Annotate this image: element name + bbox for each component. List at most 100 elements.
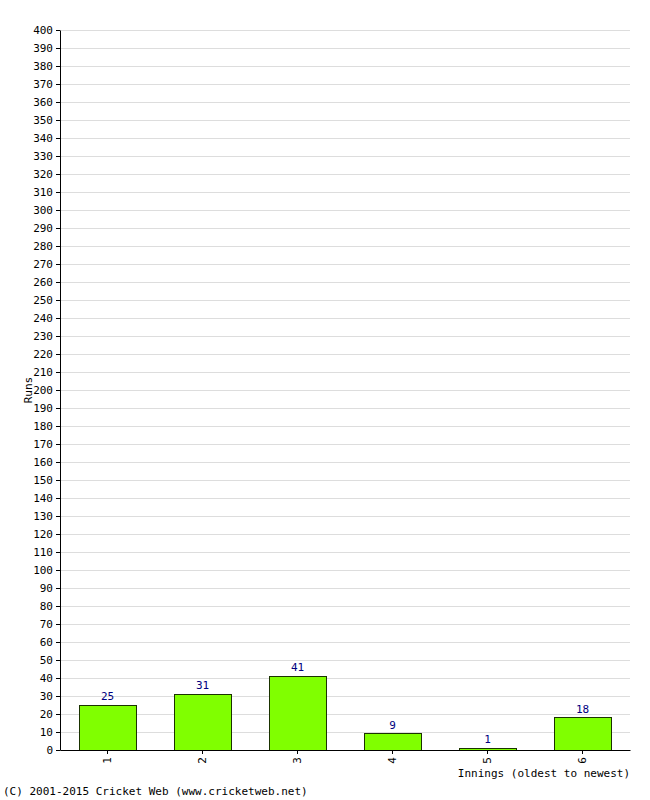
- tick: 230: [33, 330, 60, 343]
- tick-label: 60: [40, 636, 53, 649]
- tick-mark: [56, 552, 60, 553]
- tick-label: 390: [33, 42, 53, 55]
- grid-line: [60, 84, 630, 85]
- tick-mark: [56, 660, 60, 661]
- grid-line: [60, 354, 630, 355]
- tick: 170: [33, 438, 60, 451]
- grid-line: [60, 264, 630, 265]
- tick-label: 40: [40, 672, 53, 685]
- grid-line: [60, 498, 630, 499]
- bars: [79, 676, 611, 750]
- annotation: (C) 2001-2015 Cricket Web (www.cricketwe…: [3, 785, 308, 798]
- tick: 290: [33, 222, 60, 235]
- tick: 40: [40, 672, 60, 685]
- tick: 150: [33, 474, 60, 487]
- grid-line: [60, 552, 630, 553]
- grid-line: [60, 462, 630, 463]
- tick-label: 260: [33, 276, 53, 289]
- tick-mark: [297, 750, 298, 754]
- tick-mark: [56, 714, 60, 715]
- tick-label: 330: [33, 150, 53, 163]
- tick-mark: [56, 102, 60, 103]
- tick: 100: [33, 564, 60, 577]
- grid: [60, 30, 630, 750]
- grid-line: [60, 624, 630, 625]
- bar: [269, 676, 326, 750]
- tick-label: 380: [33, 60, 53, 73]
- grid-line: [60, 318, 630, 319]
- tick: 130: [33, 510, 60, 523]
- tick: 270: [33, 258, 60, 271]
- tick: 370: [33, 78, 60, 91]
- tick-mark: [56, 228, 60, 229]
- tick-mark: [56, 372, 60, 373]
- tick-mark: [202, 750, 203, 754]
- grid-line: [60, 246, 630, 247]
- tick-mark: [56, 120, 60, 121]
- grid-line: [60, 102, 630, 103]
- grid-line: [60, 444, 630, 445]
- bar: [79, 705, 136, 750]
- tick-mark: [56, 318, 60, 319]
- tick-mark: [56, 84, 60, 85]
- tick-mark: [56, 624, 60, 625]
- tick: 360: [33, 96, 60, 109]
- tick-label: 70: [40, 618, 53, 631]
- tick-mark: [56, 246, 60, 247]
- tick: 0: [46, 744, 60, 757]
- tick-label: 150: [33, 474, 53, 487]
- tick-mark: [107, 750, 108, 754]
- tick-mark: [56, 480, 60, 481]
- tick: 6: [576, 750, 589, 764]
- tick-label: 320: [33, 168, 53, 181]
- grid-line: [60, 750, 630, 751]
- grid-line: [60, 408, 630, 409]
- tick: 200: [33, 384, 60, 397]
- grid-line: [60, 174, 630, 175]
- tick-mark: [56, 750, 60, 751]
- tick-mark: [56, 498, 60, 499]
- tick-label: 340: [33, 132, 53, 145]
- tick-label: 3: [291, 757, 304, 764]
- tick-label: 210: [33, 366, 53, 379]
- bar: [364, 734, 421, 750]
- tick-label: 280: [33, 240, 53, 253]
- tick-label: 250: [33, 294, 53, 307]
- tick-mark: [56, 570, 60, 571]
- chart: 2531419118010203040506070809010011012013…: [0, 0, 650, 800]
- y-axis: 0102030405060708090100110120130140150160…: [33, 24, 60, 757]
- tick-label: 100: [33, 564, 53, 577]
- tick: 110: [33, 546, 60, 559]
- data-label: 25: [101, 690, 114, 703]
- tick-mark: [487, 750, 488, 754]
- grid-line: [60, 480, 630, 481]
- tick-label: 80: [40, 600, 53, 613]
- tick-label: 0: [46, 744, 53, 757]
- grid-line: [60, 372, 630, 373]
- tick-mark: [56, 534, 60, 535]
- tick-label: 6: [576, 757, 589, 764]
- grid-line: [60, 300, 630, 301]
- grid-line: [60, 30, 630, 31]
- tick: 280: [33, 240, 60, 253]
- grid-line: [60, 642, 630, 643]
- tick-label: 240: [33, 312, 53, 325]
- grid-line: [60, 66, 630, 67]
- tick: 3: [291, 750, 304, 764]
- grid-line: [60, 426, 630, 427]
- tick: 330: [33, 150, 60, 163]
- tick: 300: [33, 204, 60, 217]
- tick-label: 360: [33, 96, 53, 109]
- grid-line: [60, 714, 630, 715]
- y-axis-title: Runs: [22, 377, 35, 404]
- tick-mark: [56, 354, 60, 355]
- tick-label: 300: [33, 204, 53, 217]
- data-labels: 2531419118: [101, 661, 589, 746]
- tick: 30: [40, 690, 60, 703]
- tick-mark: [56, 516, 60, 517]
- tick: 210: [33, 366, 60, 379]
- tick-label: 350: [33, 114, 53, 127]
- tick-mark: [56, 408, 60, 409]
- tick-mark: [56, 210, 60, 211]
- grid-line: [60, 660, 630, 661]
